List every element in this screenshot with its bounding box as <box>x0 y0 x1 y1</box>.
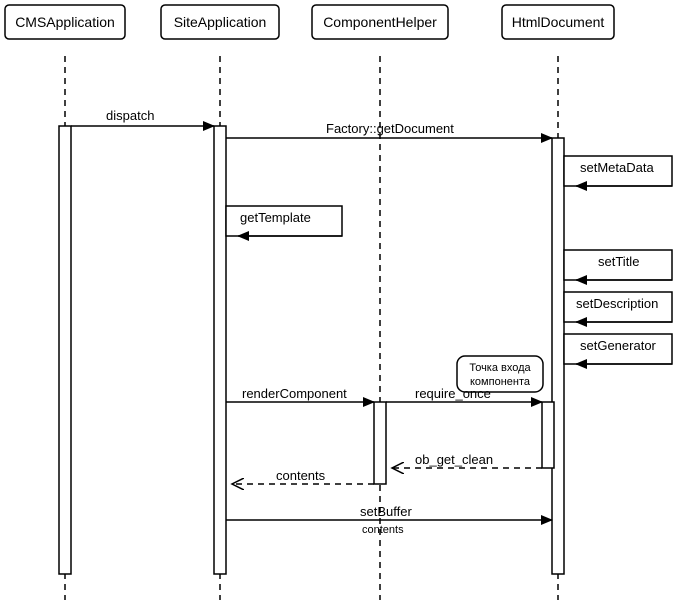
svg-text:setMetaData: setMetaData <box>580 160 654 175</box>
activation-p4 <box>552 138 564 574</box>
activation-entry <box>542 402 554 468</box>
msg-getdocument: Factory::getDocument <box>226 121 552 138</box>
participant-p1: CMSApplication <box>5 5 125 39</box>
svg-text:getTemplate: getTemplate <box>240 210 311 225</box>
svg-text:contents: contents <box>276 468 326 483</box>
svg-text:renderComponent: renderComponent <box>242 386 347 401</box>
svg-text:Factory::getDocument: Factory::getDocument <box>326 121 454 136</box>
svg-text:CMSApplication: CMSApplication <box>15 14 115 30</box>
svg-text:setGenerator: setGenerator <box>580 338 657 353</box>
activation-p2 <box>214 126 226 574</box>
participant-p3: ComponentHelper <box>312 5 448 39</box>
msg-obgetclean: ob_get_clean <box>392 452 542 468</box>
svg-text:setDescription: setDescription <box>576 296 658 311</box>
participant-p2: SiteApplication <box>161 5 279 39</box>
svg-text:setTitle: setTitle <box>598 254 639 269</box>
msg-setbuffer: setBuffer contents <box>226 504 552 536</box>
msg-dispatch: dispatch <box>71 108 214 126</box>
svg-text:require_once: require_once <box>415 386 491 401</box>
svg-text:ComponentHelper: ComponentHelper <box>323 14 437 30</box>
self-gettemplate: getTemplate <box>226 206 342 236</box>
activation-p3 <box>374 402 386 484</box>
self-settitle: setTitle <box>564 250 672 280</box>
sequence-diagram: CMSApplication SiteApplication Component… <box>0 0 681 603</box>
self-setdescription: setDescription <box>564 292 672 322</box>
self-setmetadata: setMetaData <box>564 156 672 186</box>
self-setgenerator: setGenerator <box>564 334 672 364</box>
svg-text:SiteApplication: SiteApplication <box>174 14 267 30</box>
svg-text:HtmlDocument: HtmlDocument <box>512 14 605 30</box>
svg-text:Точка входа: Точка входа <box>469 362 531 374</box>
activation-p1 <box>59 126 71 574</box>
msg-contents: contents <box>232 468 374 484</box>
msg-rendercomponent: renderComponent <box>226 386 374 402</box>
svg-text:setBuffer: setBuffer <box>360 504 412 519</box>
participant-p4: HtmlDocument <box>502 5 614 39</box>
svg-text:ob_get_clean: ob_get_clean <box>415 452 493 467</box>
svg-text:contents: contents <box>362 524 404 536</box>
svg-text:dispatch: dispatch <box>106 108 154 123</box>
